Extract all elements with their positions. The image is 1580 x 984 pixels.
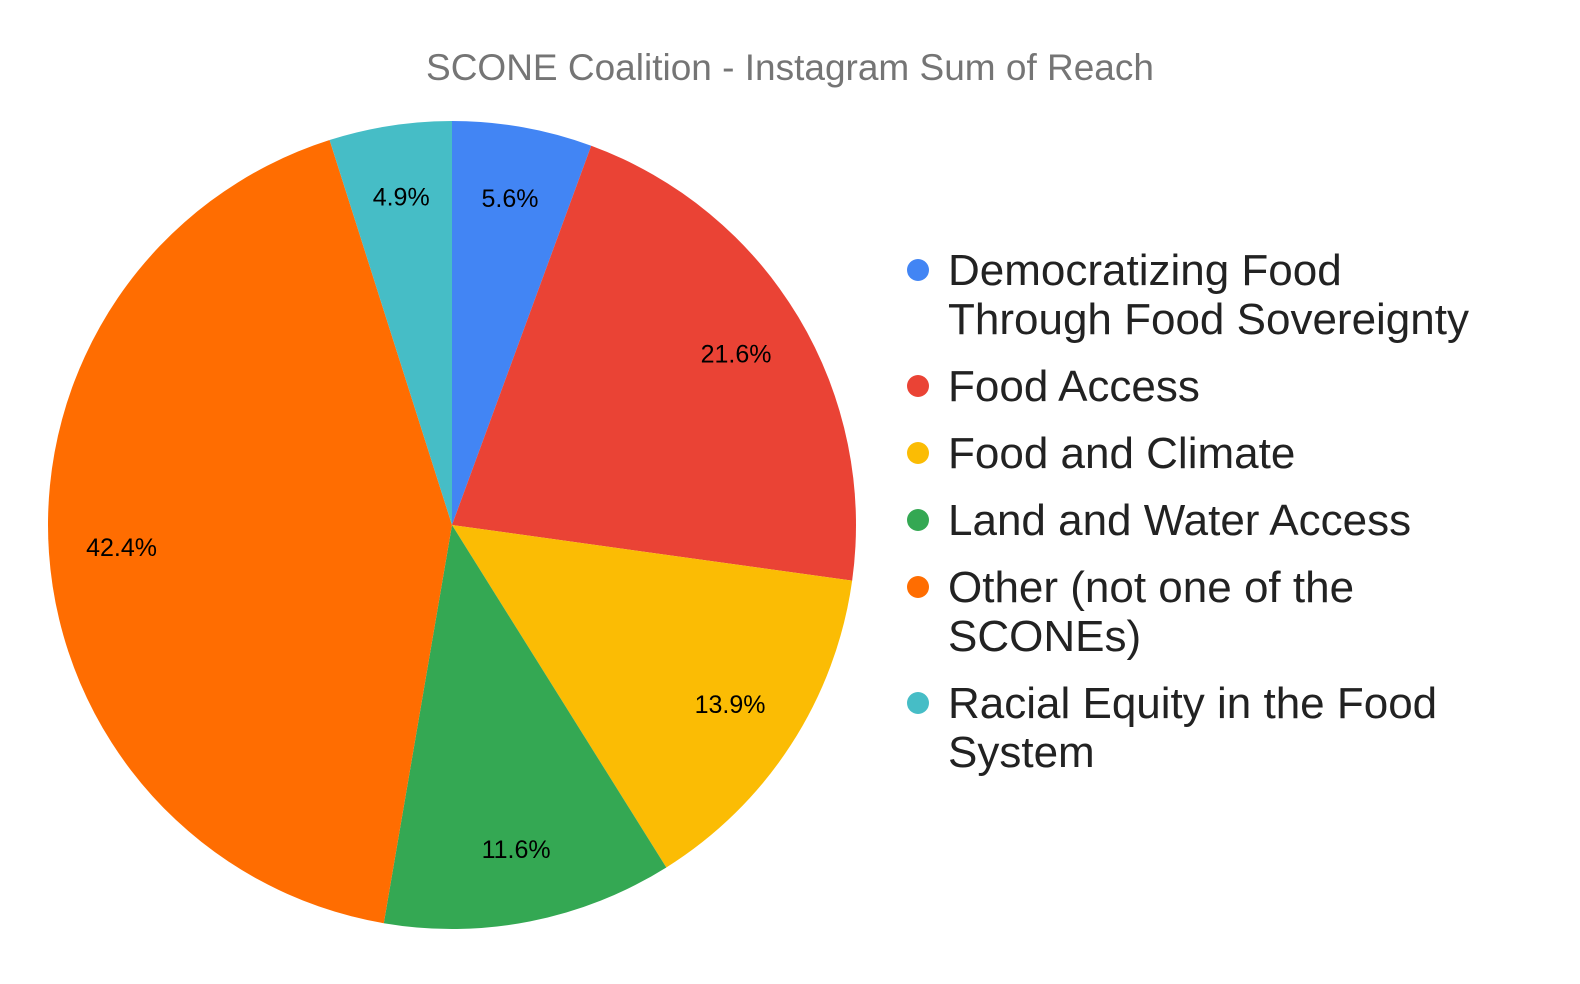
legend-label: Food Access bbox=[948, 362, 1200, 411]
legend-label: Other (not one of the SCONEs) bbox=[948, 563, 1354, 661]
pie-slice-other-not-one-of-the-scones bbox=[47, 139, 453, 924]
slice-label-land-and-water-access: 11.6% bbox=[482, 836, 551, 864]
legend-label: Food and Climate bbox=[948, 429, 1295, 478]
legend-item-other-not-one-of-the-scones: Other (not one of the SCONEs) bbox=[907, 563, 1354, 661]
slice-label-food-access: 21.6% bbox=[701, 341, 772, 369]
legend-item-land-and-water-access: Land and Water Access bbox=[907, 496, 1411, 545]
slice-label-democratizing-food-through-food-sovereignty: 5.6% bbox=[481, 185, 538, 213]
slice-labels: 5.6% 21.6% 13.9% 11.6% 42.4% 4.9% bbox=[86, 184, 771, 864]
legend-label: Democratizing Food Through Food Sovereign… bbox=[948, 246, 1469, 344]
slice-label-racial-equity-in-the-food-system: 4.9% bbox=[373, 184, 430, 212]
legend-item-food-and-climate: Food and Climate bbox=[907, 429, 1295, 478]
pie-slices bbox=[47, 121, 856, 930]
legend-item-racial-equity-in-the-food-system: Racial Equity in the Food System bbox=[907, 679, 1437, 777]
legend-label: Land and Water Access bbox=[948, 496, 1411, 545]
legend-marker bbox=[907, 259, 929, 281]
pie-slice-food-and-climate bbox=[452, 525, 853, 868]
legend-item-food-access: Food Access bbox=[907, 362, 1200, 411]
pie-slice-democratizing-food-through-food-sovereignty bbox=[452, 121, 592, 525]
legend-marker bbox=[907, 576, 929, 598]
pie-slice-food-access bbox=[452, 145, 856, 581]
legend-label: Racial Equity in the Food System bbox=[948, 679, 1437, 777]
legend-marker bbox=[907, 692, 929, 714]
legend: Democratizing Food Through Food Sovereign… bbox=[907, 246, 1469, 777]
pie-slice-racial-equity-in-the-food-system bbox=[329, 121, 452, 525]
slice-label-other-not-one-of-the-scones: 42.4% bbox=[86, 534, 157, 562]
legend-marker bbox=[907, 375, 929, 397]
legend-marker bbox=[907, 509, 929, 531]
legend-marker bbox=[907, 442, 929, 464]
slice-label-food-and-climate: 13.9% bbox=[695, 691, 766, 719]
chart-title: SCONE Coalition - Instagram Sum of Reach bbox=[426, 47, 1154, 88]
pie-slice-land-and-water-access bbox=[383, 525, 667, 930]
legend-item-democratizing-food-through-food-sovereignty: Democratizing Food Through Food Sovereign… bbox=[907, 246, 1469, 344]
